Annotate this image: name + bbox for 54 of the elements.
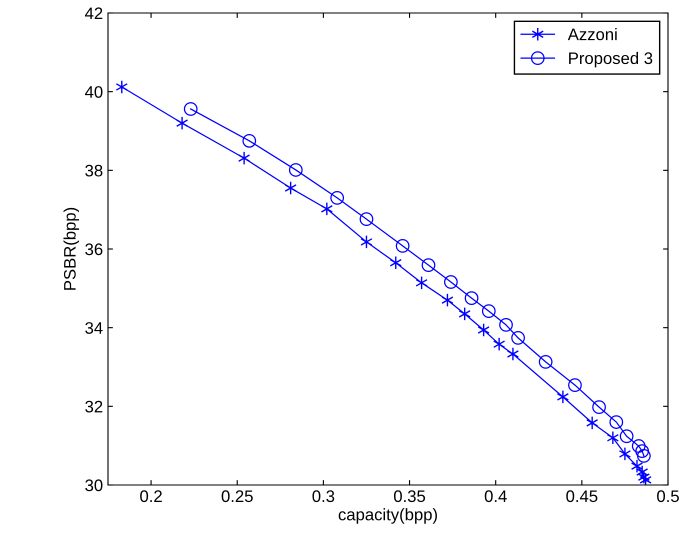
point: [238, 151, 250, 166]
point: [639, 472, 652, 485]
point: [568, 378, 582, 392]
y-axis-title: PSBR(bpp): [64, 208, 80, 290]
y-tick-label: 36: [85, 243, 102, 256]
point: [493, 337, 506, 352]
point: [632, 439, 646, 453]
point: [176, 116, 188, 130]
point: [606, 430, 619, 445]
point: [444, 275, 458, 289]
point: [464, 291, 478, 306]
point: [586, 416, 598, 430]
legend-label: Proposed 3: [569, 52, 652, 68]
y-tick-label: 38: [85, 164, 102, 177]
point: [422, 258, 436, 272]
x-tick-label: 0.25: [222, 490, 253, 502]
point: [415, 276, 428, 290]
y-tick-label: 42: [84, 7, 102, 20]
y-tick-label: 32: [85, 400, 102, 413]
x-tick-label: 0.2: [140, 490, 162, 502]
point: [390, 256, 402, 270]
point: [396, 238, 410, 253]
point: [478, 323, 490, 337]
x-tick-label: 0.35: [394, 490, 426, 502]
point: [538, 355, 553, 369]
x-axis-title: capacity(bpp): [338, 508, 437, 524]
x-tick-label: 0.45: [566, 490, 598, 502]
point: [635, 444, 650, 458]
point: [360, 212, 374, 226]
point: [284, 181, 297, 195]
point: [482, 304, 496, 318]
point: [609, 415, 624, 429]
point: [511, 331, 525, 345]
point: [288, 163, 303, 177]
x-tick-label: 0.5: [657, 490, 679, 502]
point: [620, 429, 634, 444]
legend-label: Azzoni: [568, 28, 617, 40]
point: [330, 190, 344, 205]
x-tick-label: 0.4: [484, 490, 507, 502]
point: [618, 446, 632, 461]
point: [242, 134, 256, 148]
point: [556, 390, 569, 404]
y-tick-label: 34: [85, 322, 103, 334]
point: [592, 400, 606, 414]
x-tick-label: 0.3: [312, 490, 334, 502]
point: [506, 347, 520, 361]
point: [499, 318, 513, 332]
point: [184, 102, 198, 116]
y-tick-label: 30: [85, 479, 102, 492]
y-tick-label: 40: [84, 86, 102, 98]
point: [637, 449, 651, 463]
point: [458, 306, 471, 321]
point: [116, 80, 128, 94]
point: [320, 202, 333, 216]
